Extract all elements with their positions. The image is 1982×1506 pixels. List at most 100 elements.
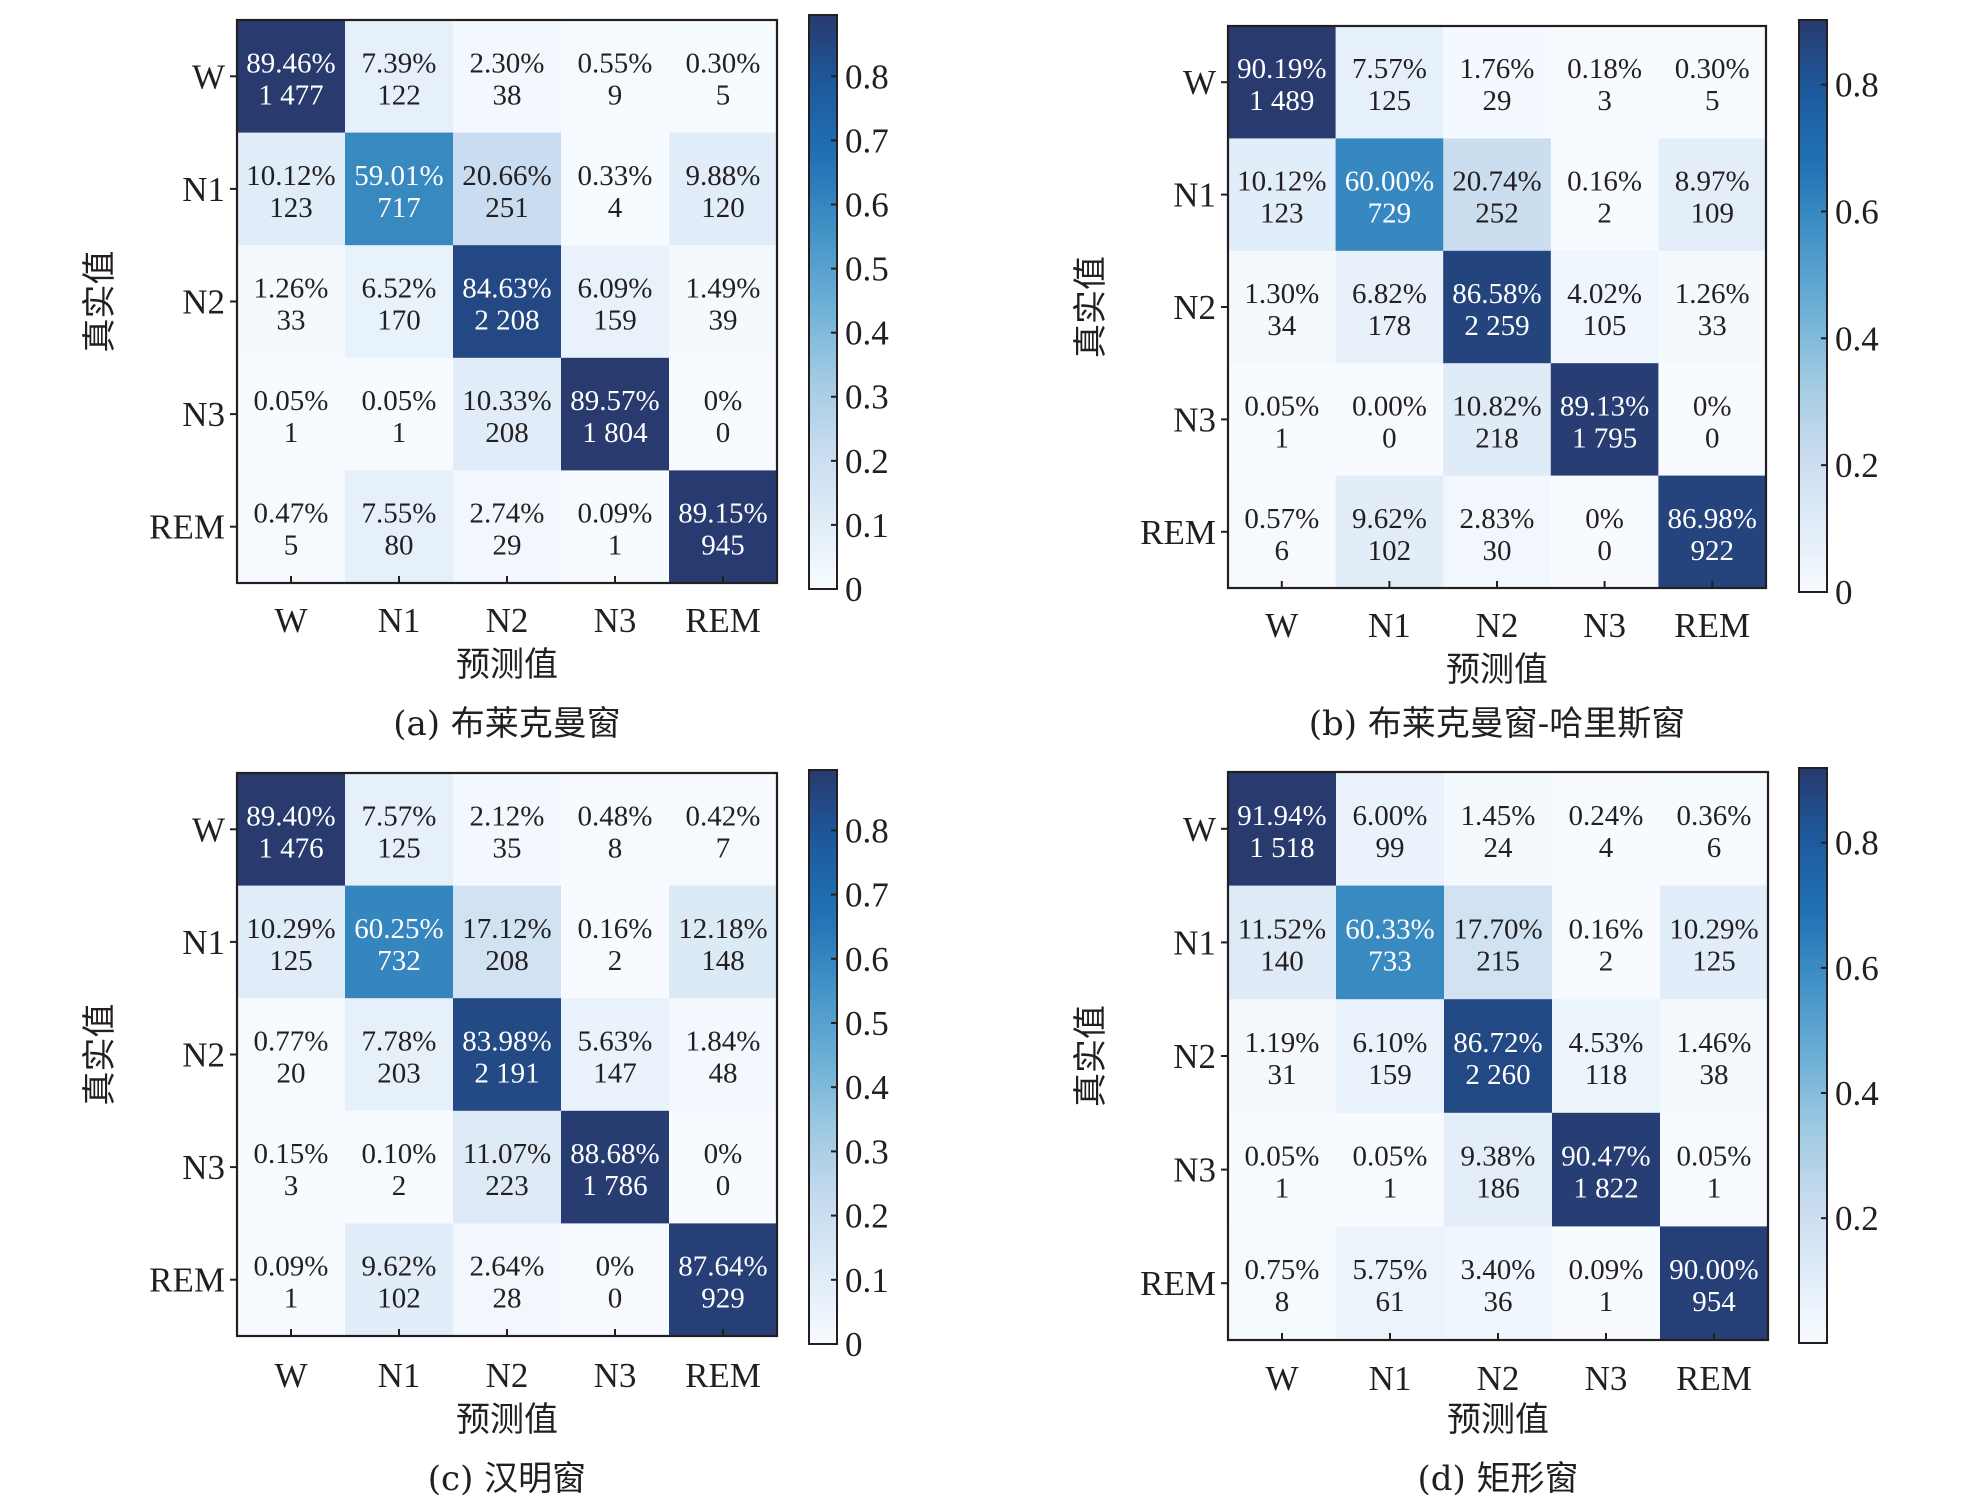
cell-count-label: 1 [392, 417, 407, 449]
cell-percent-label: 12.18% [678, 913, 767, 945]
cell-c-N3-N1 [345, 1110, 454, 1224]
y-tick-label: W [192, 57, 225, 96]
cell-c-REM-N2 [453, 1223, 562, 1337]
cell-d-N1-N2 [1444, 885, 1553, 1000]
cell-count-label: 1 795 [1572, 422, 1637, 454]
panel-caption: (d) 矩形窗 [1417, 1459, 1578, 1499]
x-tick-label: N2 [486, 601, 529, 640]
cell-percent-label: 0.09% [578, 498, 653, 530]
cell-b-N3-N3 [1550, 363, 1659, 477]
cell-percent-label: 88.68% [570, 1138, 659, 1170]
cell-count-label: 1 [1383, 1173, 1398, 1205]
cell-percent-label: 3.40% [1461, 1254, 1536, 1286]
cell-percent-label: 0.05% [1353, 1141, 1428, 1173]
x-tick-label: REM [685, 1356, 761, 1395]
cell-a-N2-N2 [453, 245, 562, 359]
cell-percent-label: 1.84% [686, 1026, 761, 1058]
x-tick-label: N2 [1476, 606, 1519, 645]
cell-c-N1-REM [669, 885, 778, 999]
y-tick-label: REM [149, 1261, 225, 1300]
colorbar-tick-label: 0.2 [845, 442, 889, 481]
colorbar-tick-label: 0.5 [845, 1004, 889, 1043]
cell-b-W-W [1228, 26, 1337, 139]
cell-percent-label: 0.55% [578, 47, 653, 79]
cell-percent-label: 89.57% [570, 385, 659, 417]
y-tick-label: W [1183, 810, 1216, 849]
cell-count-label: 9 [608, 79, 623, 111]
x-axis-label: 预测值 [1447, 1400, 1549, 1440]
cell-b-N3-N1 [1335, 363, 1444, 477]
cell-count-label: 38 [1700, 1059, 1729, 1091]
colorbar [1798, 767, 1828, 1344]
y-tick-label: N2 [1173, 1037, 1216, 1076]
cell-count-label: 186 [1476, 1173, 1520, 1205]
cell-d-REM-N3 [1552, 1226, 1661, 1341]
colorbar-tick-label: 0.5 [845, 250, 889, 289]
panel-caption: (c) 汉明窗 [428, 1459, 586, 1499]
cell-percent-label: 1.19% [1245, 1027, 1320, 1059]
cell-percent-label: 0.05% [254, 385, 329, 417]
cell-percent-label: 0.42% [686, 800, 761, 832]
cell-count-label: 4 [1599, 832, 1614, 864]
cell-count-label: 5 [284, 530, 299, 562]
cell-c-W-W [237, 773, 346, 887]
cell-count-label: 1 489 [1249, 85, 1314, 117]
cell-b-W-N1 [1335, 26, 1444, 139]
cell-a-N2-N3 [561, 245, 670, 359]
colorbar-tick-label: 0.2 [1835, 446, 1879, 485]
cell-percent-label: 5.75% [1353, 1254, 1428, 1286]
cell-count-label: 0 [1382, 422, 1397, 454]
cell-a-N1-REM [669, 132, 778, 246]
cell-percent-label: 84.63% [462, 273, 551, 305]
cell-percent-label: 9.62% [362, 1251, 437, 1283]
y-tick-label: N1 [182, 170, 225, 209]
cell-c-N3-N3 [561, 1110, 670, 1224]
x-tick-label: N1 [378, 601, 421, 640]
colorbar-tick-label: 0.6 [1835, 949, 1879, 988]
cell-count-label: 159 [1368, 1059, 1412, 1091]
x-axis-label: 预测值 [456, 1400, 558, 1440]
cell-count-label: 223 [485, 1170, 529, 1202]
colorbar-tick-label: 0.7 [845, 121, 889, 160]
cell-percent-label: 91.94% [1237, 800, 1326, 832]
cell-d-REM-W [1228, 1226, 1337, 1341]
cell-percent-label: 0.75% [1245, 1254, 1320, 1286]
cell-percent-label: 86.58% [1452, 278, 1541, 310]
cell-b-N2-N3 [1550, 250, 1659, 364]
x-tick-label: W [1265, 606, 1298, 645]
cell-percent-label: 2.64% [470, 1251, 545, 1283]
cell-a-REM-W [237, 470, 346, 584]
cell-count-label: 1 822 [1573, 1173, 1638, 1205]
y-tick-label: N3 [1173, 400, 1216, 439]
cell-percent-label: 2.74% [470, 498, 545, 530]
cell-count-label: 99 [1376, 832, 1405, 864]
cell-count-label: 733 [1368, 945, 1412, 977]
y-tick-label: REM [1140, 513, 1216, 552]
cell-d-REM-N2 [1444, 1226, 1553, 1341]
cell-a-N3-N3 [561, 357, 670, 471]
cell-d-REM-N1 [1336, 1226, 1445, 1341]
y-axis-label: 真实值 [80, 251, 120, 353]
cell-percent-label: 20.74% [1452, 166, 1541, 198]
cell-percent-label: 6.09% [578, 273, 653, 305]
x-tick-label: W [274, 601, 307, 640]
cell-percent-label: 10.12% [1237, 166, 1326, 198]
colorbar [808, 769, 838, 1345]
cell-a-REM-N3 [561, 470, 670, 584]
cell-d-N2-N2 [1444, 999, 1553, 1114]
cell-count-label: 1 [1707, 1173, 1722, 1205]
cell-count-label: 80 [385, 530, 414, 562]
cell-percent-label: 1.49% [686, 273, 761, 305]
cell-percent-label: 0.77% [254, 1026, 329, 1058]
cell-b-N1-N1 [1335, 138, 1444, 252]
colorbar-tick-label: 0 [845, 1325, 863, 1364]
cell-c-REM-N1 [345, 1223, 454, 1337]
colorbar-tick-label: 0.4 [1835, 319, 1879, 358]
cell-count-label: 39 [709, 305, 738, 337]
y-axis-label: 真实值 [80, 1004, 120, 1106]
cell-count-label: 1 477 [258, 79, 323, 111]
cell-percent-label: 6.52% [362, 273, 437, 305]
cell-percent-label: 86.72% [1453, 1027, 1542, 1059]
cell-b-REM-W [1228, 475, 1337, 589]
cell-count-label: 203 [377, 1058, 421, 1090]
